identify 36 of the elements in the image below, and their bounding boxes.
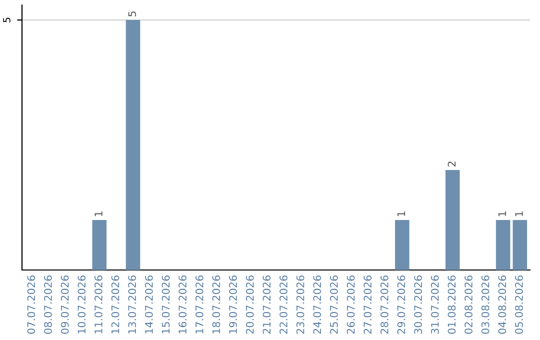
x-tick-label: 31.07.2026 (430, 276, 439, 334)
x-tick-label: 28.07.2026 (380, 276, 388, 334)
x-tick-label: 07.07.2026 (27, 276, 36, 334)
x-tick-label: 03.08.2026 (481, 276, 490, 334)
x-tick-label: 19.07.2026 (229, 276, 237, 334)
x-tick-label: 11.07.2026 (94, 276, 102, 334)
x-tick-label: 23.07.2026 (296, 276, 304, 334)
data-label: 1 (498, 212, 506, 216)
data-label: 2 (448, 162, 456, 166)
x-tick-label: 16.07.2026 (178, 276, 187, 334)
data-label: 1 (94, 212, 102, 216)
data-label: 5 (128, 12, 136, 16)
x-tick-label: 15.07.2026 (162, 276, 170, 334)
x-tick-label: 17.07.2026 (195, 276, 204, 334)
x-tick-label: 09.07.2026 (60, 276, 69, 334)
data-label: 1 (515, 212, 523, 216)
data-label: 1 (397, 212, 406, 216)
x-tick-label: 21.07.2026 (262, 276, 271, 334)
x-tick-label: 24.07.2026 (313, 276, 322, 334)
x-tick-label: 30.07.2026 (414, 276, 422, 334)
x-tick-label: 18.07.2026 (212, 276, 220, 334)
x-tick-label: 12.07.2026 (111, 276, 120, 334)
x-tick-label: 20.07.2026 (246, 276, 254, 334)
x-tick-label: 01.08.2026 (448, 276, 456, 334)
x-tick-label: 27.07.2026 (364, 276, 372, 334)
x-tick-label: 05.08.2026 (515, 276, 523, 334)
x-tick-label: 10.07.2026 (78, 276, 86, 334)
x-tick-label: 26.07.2026 (346, 276, 355, 334)
x-tick-label: 25.07.2026 (330, 276, 338, 334)
x-tick-label: 13.07.2026 (128, 276, 136, 334)
x-tick-label: 14.07.2026 (144, 276, 153, 334)
x-tick-label: 22.07.2026 (280, 276, 288, 334)
x-tick-label: 04.08.2026 (498, 276, 506, 334)
x-tick-label: 02.08.2026 (464, 276, 472, 334)
x-tick-label: 29.07.2026 (397, 276, 406, 334)
x-tick-label: 08.07.2026 (44, 276, 52, 334)
